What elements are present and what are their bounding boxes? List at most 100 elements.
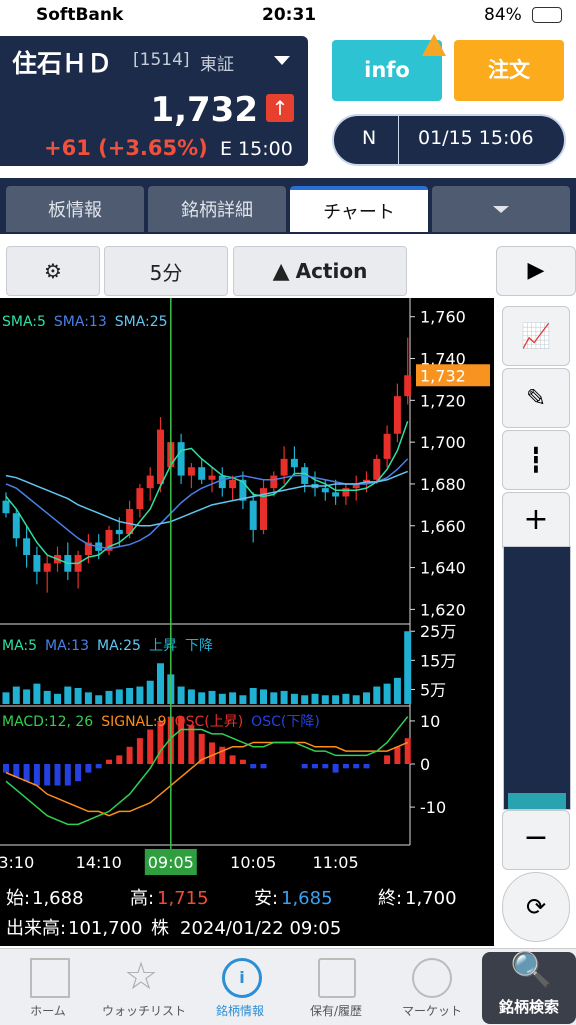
y-tick-label: 1,760 (420, 308, 466, 327)
warning-icon (422, 34, 446, 56)
osc-bar (342, 764, 349, 769)
volume-bar (126, 687, 134, 704)
candle-body (23, 538, 31, 556)
zoom-in-button[interactable]: + (502, 492, 570, 552)
zoom-out-button[interactable]: − (502, 810, 570, 870)
osc-bar (178, 716, 185, 765)
y-tick-label: 1,700 (420, 433, 466, 452)
y-tick-label: -10 (420, 798, 446, 817)
nav-icon: i (222, 958, 262, 998)
candle-button[interactable]: ┇ (502, 430, 570, 490)
ohlc-high: 1,715 (157, 888, 209, 909)
y-tick-label: 10 (420, 712, 440, 731)
candle-body (383, 433, 391, 459)
candle-body (280, 458, 288, 476)
price-tag (416, 364, 490, 387)
osc-bar (394, 746, 401, 765)
stock-name: 住石ＨＤ (12, 49, 113, 78)
settings-button[interactable]: ⚙ (6, 246, 100, 296)
volume-bar (239, 695, 247, 704)
ohlc-volume: 101,700 (68, 918, 142, 939)
nav-item[interactable]: ウォッチリスト (101, 1004, 186, 1018)
x-tick-label: 14:10 (76, 853, 122, 872)
osc-bar (353, 764, 360, 769)
osc-bar (95, 764, 102, 769)
play-button[interactable]: ▶ (496, 246, 576, 296)
nav-icon (30, 958, 70, 998)
nav-item[interactable]: ホーム (30, 1004, 66, 1018)
ohlc-datetime: 2024/01/22 09:05 (180, 918, 341, 939)
tab-active[interactable]: チャート (290, 186, 428, 232)
candle-body (136, 488, 144, 510)
ohlc-low: 1,685 (281, 888, 333, 909)
legend-entry: 下降 (185, 638, 213, 654)
order-button[interactable]: 注文 (454, 40, 564, 101)
osc-bar (332, 764, 339, 773)
candle-body (177, 442, 185, 476)
volume-bar (115, 689, 123, 704)
nav-item[interactable]: 銘柄検索 (498, 998, 559, 1016)
osc-bar (75, 764, 82, 782)
action-button[interactable]: ▲ Action (233, 246, 407, 296)
price: 1,732 (150, 90, 258, 130)
osc-bar (116, 755, 123, 765)
y-tick-label: 1,640 (420, 559, 466, 578)
nav-icon (318, 958, 356, 998)
volume-bar (23, 689, 31, 704)
stock-market: 東証 (200, 55, 234, 75)
volume-bar (321, 695, 329, 704)
candle-body (84, 542, 92, 556)
volume-bar (393, 677, 401, 704)
osc-bar (136, 738, 143, 765)
osc-bar (322, 764, 329, 769)
session-pill[interactable] (332, 114, 566, 166)
volume-bar (146, 680, 154, 704)
volume-bar (95, 695, 103, 704)
action-label: Action (295, 259, 368, 283)
x-tick-label: 09:05 (148, 853, 194, 872)
volume-bar (373, 686, 381, 704)
price-change: +61 (+3.65%) (44, 136, 208, 160)
candle-body (12, 513, 20, 539)
volume-bar (383, 683, 391, 704)
legend-entry: MA:25 (97, 638, 141, 654)
tab-more[interactable] (432, 186, 570, 232)
volume-bar (270, 692, 278, 704)
indicator-button[interactable]: 📈 (502, 306, 570, 366)
nav-item[interactable]: 銘柄情報 (215, 1004, 264, 1018)
ohlc-close-label: 終: (378, 888, 402, 909)
osc-bar (3, 764, 9, 773)
macd-line (5, 716, 409, 826)
volume-bar (301, 695, 309, 704)
volume-bar (311, 693, 319, 704)
volume-bar (12, 686, 20, 704)
candle-body (290, 458, 298, 468)
volume-bar (208, 690, 216, 704)
interval-button[interactable]: 5分 (104, 246, 228, 296)
nav-item[interactable]: 保有/履歴 (309, 1004, 363, 1018)
candle-body (249, 500, 257, 530)
osc-bar (126, 746, 133, 765)
candle-body (126, 509, 134, 535)
candle-body (321, 488, 329, 493)
candle-body (332, 492, 340, 497)
osc-bar (64, 764, 71, 786)
osc-bar (33, 764, 40, 786)
zoom-slider[interactable] (503, 546, 571, 810)
y-tick-label: 1,680 (420, 475, 466, 494)
osc-bar (301, 764, 308, 769)
dropdown[interactable] (274, 56, 290, 65)
osc-bar (239, 759, 246, 765)
tab[interactable]: 銘柄詳細 (148, 186, 286, 232)
candle-body (229, 479, 237, 489)
candle-body (218, 475, 226, 489)
ohlc-volume-label: 出来高: (6, 918, 66, 939)
draw-button[interactable]: ✎ (502, 368, 570, 428)
nav-item[interactable]: マーケット (401, 1004, 462, 1018)
candle-body (342, 488, 350, 497)
tab[interactable]: 板情報 (6, 186, 144, 232)
rotate-button[interactable]: ⟳ (502, 872, 570, 942)
candle-body (260, 488, 267, 530)
volume-bar (218, 693, 226, 704)
